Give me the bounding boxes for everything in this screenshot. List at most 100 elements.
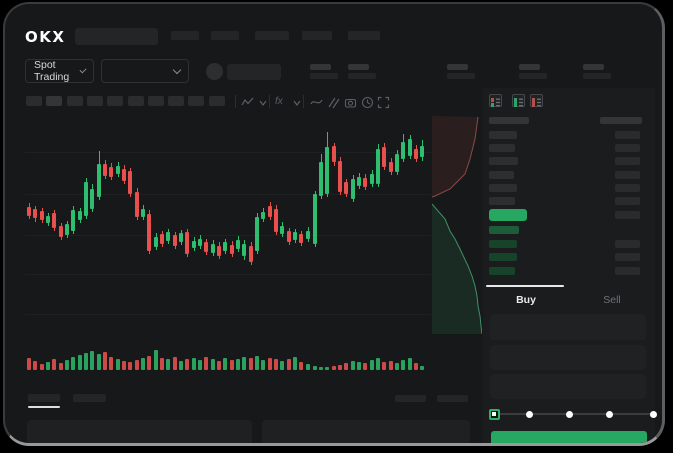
candle-body — [198, 239, 202, 246]
chevron-down-icon — [79, 65, 87, 74]
indicators-icon[interactable]: fx — [275, 96, 283, 107]
ask-row-price[interactable] — [489, 183, 517, 192]
bid-row-amount — [615, 239, 640, 248]
candle-body — [135, 192, 139, 217]
panel-action-placeholder[interactable] — [395, 395, 426, 402]
gridline — [25, 314, 431, 315]
book-combined-view-icon[interactable] — [489, 94, 502, 107]
candle-body — [376, 149, 380, 184]
timeframe-button[interactable] — [147, 96, 164, 106]
toolbar-divider — [303, 95, 304, 108]
volume-bar — [192, 358, 196, 370]
orders-tab-placeholder[interactable] — [28, 394, 60, 402]
candle-body — [179, 233, 183, 242]
tab-buy[interactable]: Buy — [516, 294, 536, 306]
chevron-down-icon[interactable] — [258, 98, 271, 111]
book-asks-view-icon[interactable] — [530, 94, 543, 107]
volume-bar — [408, 358, 412, 370]
candle-body — [40, 211, 44, 220]
compare-icon[interactable] — [327, 96, 340, 109]
last-price-value[interactable] — [489, 209, 527, 221]
volume-bar — [255, 356, 259, 370]
timeframe-button[interactable] — [107, 96, 124, 106]
candle-body — [97, 164, 101, 197]
nav-item-placeholder[interactable] — [302, 31, 332, 40]
market-type-dropdown[interactable]: Spot Trading — [25, 59, 94, 83]
bid-row-price[interactable] — [489, 267, 515, 276]
nav-item-placeholder[interactable] — [255, 31, 289, 40]
toolbar-divider — [235, 95, 236, 108]
candlestick-chart[interactable] — [25, 116, 431, 336]
timeframe-button[interactable] — [26, 96, 42, 106]
book-bids-view-icon[interactable] — [512, 94, 525, 107]
orders-tab-placeholder[interactable] — [73, 394, 106, 402]
timeframe-button[interactable] — [66, 96, 83, 106]
volume-bar — [40, 364, 44, 370]
candle-body — [287, 231, 291, 242]
tab-sell[interactable]: Sell — [603, 294, 621, 306]
candle-body — [109, 167, 113, 177]
amount-input[interactable] — [490, 345, 646, 370]
volume-bar — [351, 361, 355, 370]
candle-body — [59, 226, 63, 237]
slider-stop[interactable] — [649, 410, 657, 418]
volume-bar — [179, 361, 183, 370]
ask-row-amount — [615, 170, 640, 179]
orderbook-header-amount — [600, 117, 642, 124]
bid-row-amount — [615, 253, 640, 262]
volume-bar — [299, 362, 303, 370]
candle-body — [306, 231, 310, 239]
candle-body — [185, 232, 189, 254]
slider-stop[interactable] — [565, 410, 573, 418]
ask-row-price[interactable] — [489, 157, 518, 166]
ask-row-amount — [615, 183, 640, 192]
volume-bar — [319, 367, 323, 370]
line-tools-icon[interactable] — [310, 96, 323, 109]
timeframe-button[interactable] — [46, 96, 63, 106]
volume-bar — [52, 359, 56, 370]
candle-body — [344, 182, 348, 194]
timeframe-button[interactable] — [86, 96, 103, 106]
bid-row-price[interactable] — [489, 239, 517, 248]
nav-item-placeholder[interactable] — [348, 31, 380, 40]
snapshot-icon[interactable] — [344, 96, 357, 109]
fullscreen-icon[interactable] — [377, 96, 390, 109]
volume-bar — [242, 357, 246, 370]
slider-stop[interactable] — [605, 410, 613, 418]
bid-row-price[interactable] — [489, 253, 517, 262]
candle-body — [363, 178, 367, 187]
timeframe-button[interactable] — [168, 96, 185, 106]
search-bar[interactable] — [75, 28, 158, 45]
price-input[interactable] — [490, 314, 646, 340]
ask-row-price[interactable] — [489, 170, 514, 179]
volume-bar — [173, 357, 177, 370]
submit-order-button[interactable] — [491, 431, 647, 443]
timeframe-button[interactable] — [188, 96, 205, 106]
nav-item-placeholder[interactable] — [171, 31, 199, 40]
candle-body — [299, 234, 303, 243]
chevron-down-icon[interactable] — [292, 98, 305, 111]
amount-slider-track[interactable] — [493, 413, 655, 415]
chart-type-icon[interactable] — [241, 96, 254, 109]
volume-bar — [185, 359, 189, 370]
total-input[interactable] — [490, 374, 646, 399]
history-icon[interactable] — [361, 96, 374, 109]
ask-row-price[interactable] — [489, 144, 515, 153]
candle-body — [293, 232, 297, 240]
volume-bar — [211, 359, 215, 370]
panel-action-placeholder[interactable] — [437, 395, 468, 402]
timeframe-button[interactable] — [208, 96, 225, 106]
bid-row-price[interactable] — [489, 226, 519, 234]
slider-stop[interactable] — [525, 410, 533, 418]
pair-selector-dropdown[interactable] — [101, 59, 189, 83]
candle-body — [313, 194, 317, 244]
slider-handle[interactable] — [488, 408, 500, 420]
volume-bar — [198, 360, 202, 370]
nav-item-placeholder[interactable] — [211, 31, 239, 40]
volume-bar — [357, 362, 361, 370]
stat-label-placeholder — [447, 64, 468, 70]
ask-row-price[interactable] — [489, 131, 517, 139]
ask-row-price[interactable] — [489, 197, 515, 205]
volume-bar — [268, 358, 272, 370]
timeframe-button[interactable] — [127, 96, 144, 106]
